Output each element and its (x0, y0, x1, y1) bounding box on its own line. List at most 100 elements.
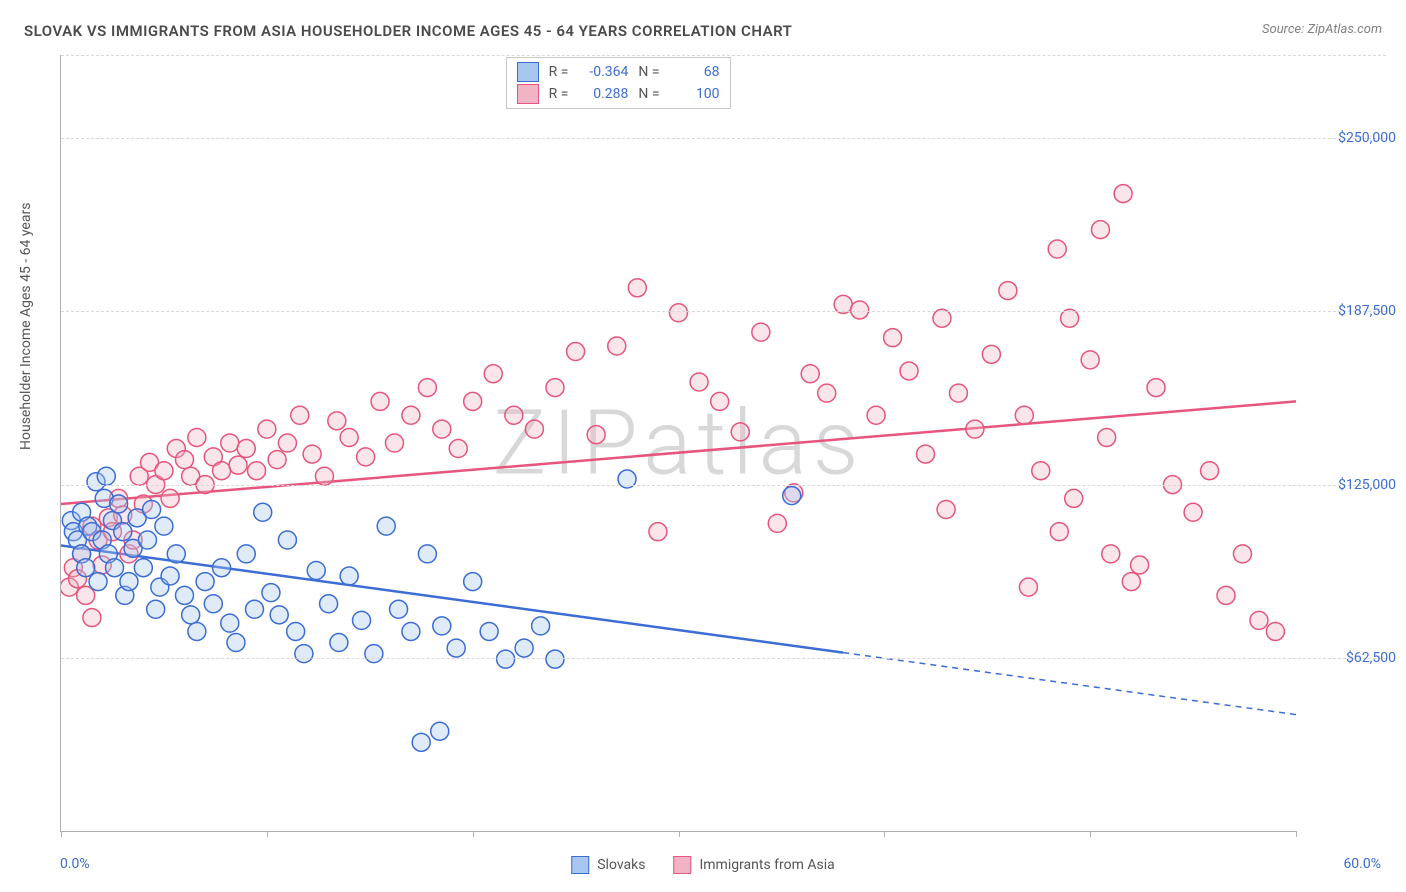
data-point-asia (155, 462, 173, 480)
data-point-slovaks (227, 634, 245, 652)
data-point-asia (1048, 240, 1066, 258)
x-tick (1090, 831, 1091, 837)
data-point-asia (937, 501, 955, 519)
data-point-asia (449, 440, 467, 458)
data-point-slovaks (106, 559, 124, 577)
data-point-asia (64, 559, 82, 577)
data-point-asia (68, 570, 86, 588)
data-point-slovaks (287, 622, 305, 640)
data-point-slovaks (138, 531, 156, 549)
data-point-asia (258, 420, 276, 438)
data-point-slovaks (278, 531, 296, 549)
data-point-slovaks (124, 539, 142, 557)
data-point-asia (77, 586, 95, 604)
data-point-asia (1131, 556, 1149, 574)
data-point-slovaks (128, 509, 146, 527)
data-point-asia (484, 365, 502, 383)
data-point-asia (884, 329, 902, 347)
data-point-asia (731, 423, 749, 441)
data-point-asia (237, 440, 255, 458)
data-point-asia (1233, 545, 1251, 563)
data-point-slovaks (270, 606, 288, 624)
y-tick-label: $125,000 (1338, 477, 1396, 493)
n-label: N = (638, 86, 659, 102)
data-point-slovaks (390, 600, 408, 618)
n-value: 100 (670, 86, 720, 102)
data-point-asia (328, 412, 346, 430)
data-point-asia (587, 426, 605, 444)
plot-area: ZIPatlas R =-0.364N =68R =0.288N =100 $6… (60, 55, 1296, 832)
data-point-slovaks (431, 722, 449, 740)
data-point-slovaks (73, 503, 91, 521)
data-point-asia (120, 545, 138, 563)
data-point-asia (204, 448, 222, 466)
data-point-asia (1050, 523, 1068, 541)
series-legend: SlovaksImmigrants from Asia (571, 856, 835, 874)
data-point-slovaks (64, 523, 82, 541)
data-point-slovaks (546, 650, 564, 668)
data-point-asia (867, 406, 885, 424)
data-point-asia (752, 323, 770, 341)
data-point-asia (1065, 489, 1083, 507)
data-point-asia (221, 434, 239, 452)
data-point-asia (608, 337, 626, 355)
correlation-chart: SLOVAK VS IMMIGRANTS FROM ASIA HOUSEHOLD… (0, 0, 1406, 892)
data-point-slovaks (295, 645, 313, 663)
data-point-slovaks (237, 545, 255, 563)
data-point-asia (690, 373, 708, 391)
data-point-asia (182, 467, 200, 485)
data-point-slovaks (110, 495, 128, 513)
data-point-asia (1122, 573, 1140, 591)
data-point-slovaks (497, 650, 515, 668)
data-point-slovaks (155, 517, 173, 535)
data-point-slovaks (245, 600, 263, 618)
watermark-text: ZIPatlas (492, 391, 864, 496)
legend-item-slovaks: Slovaks (571, 856, 645, 874)
data-point-slovaks (95, 489, 113, 507)
x-tick (679, 831, 680, 837)
data-point-asia (161, 489, 179, 507)
data-point-slovaks (176, 586, 194, 604)
data-point-slovaks (120, 573, 138, 591)
data-point-slovaks (532, 617, 550, 635)
data-point-slovaks (340, 567, 358, 585)
data-point-asia (1098, 428, 1116, 446)
data-point-asia (73, 545, 91, 563)
data-point-asia (385, 434, 403, 452)
y-tick-label: $250,000 (1338, 130, 1396, 146)
data-point-slovaks (377, 517, 395, 535)
r-value: 0.288 (578, 86, 628, 102)
data-point-asia (83, 517, 101, 535)
gridline (61, 138, 1386, 139)
data-point-asia (114, 506, 132, 524)
stats-swatch (517, 84, 539, 104)
data-point-asia (768, 514, 786, 532)
data-point-slovaks (99, 545, 117, 563)
data-point-slovaks (480, 622, 498, 640)
data-point-asia (1019, 578, 1037, 596)
data-point-slovaks (182, 606, 200, 624)
x-tick (473, 831, 474, 837)
data-point-asia (99, 509, 117, 527)
data-point-asia (130, 467, 148, 485)
data-point-slovaks (204, 595, 222, 613)
data-point-asia (418, 379, 436, 397)
data-point-asia (213, 462, 231, 480)
data-point-asia (124, 531, 142, 549)
data-point-asia (982, 345, 1000, 363)
data-point-slovaks (433, 617, 451, 635)
data-point-slovaks (418, 545, 436, 563)
n-label: N = (638, 64, 659, 80)
data-point-slovaks (93, 531, 111, 549)
data-point-slovaks (196, 573, 214, 591)
data-point-slovaks (412, 733, 430, 751)
data-point-asia (900, 362, 918, 380)
stats-swatch (517, 62, 539, 82)
data-point-slovaks (79, 517, 97, 535)
data-point-asia (248, 462, 266, 480)
data-point-asia (268, 451, 286, 469)
data-point-slovaks (262, 584, 280, 602)
data-point-slovaks (73, 545, 91, 563)
data-point-slovaks (320, 595, 338, 613)
data-point-asia (1015, 406, 1033, 424)
